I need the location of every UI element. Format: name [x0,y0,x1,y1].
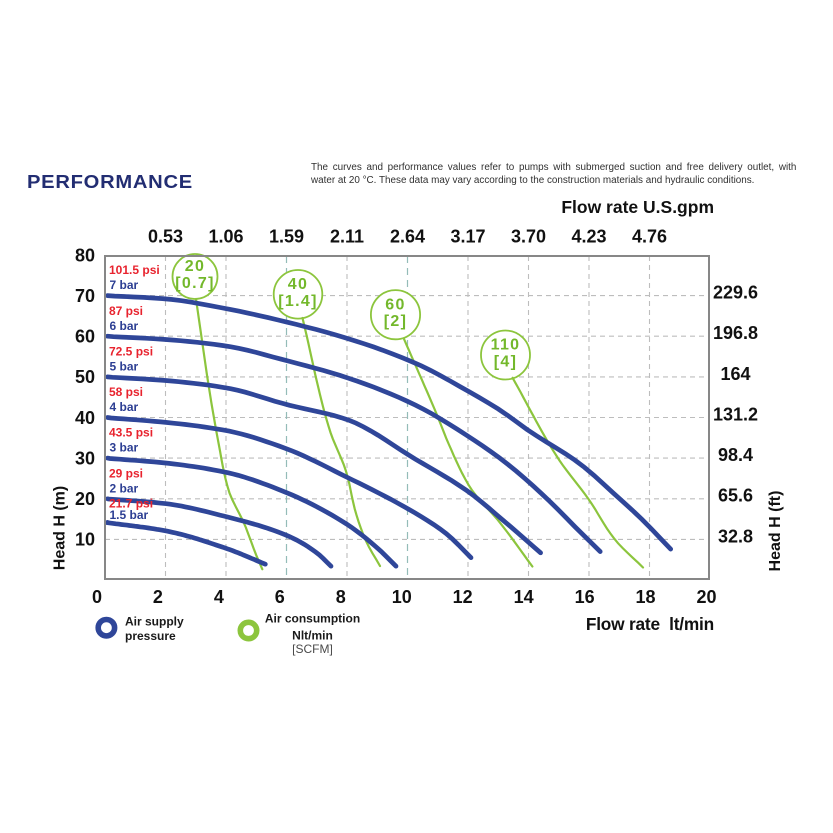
svg-text:pressure: pressure [125,629,176,643]
svg-text:4.23: 4.23 [571,227,606,247]
svg-text:60: 60 [75,327,95,347]
svg-text:20: 20 [185,258,205,275]
svg-text:229.6: 229.6 [713,283,758,303]
svg-text:29 psi: 29 psi [109,466,143,480]
svg-text:Flow rate U.S.gpm: Flow rate U.S.gpm [561,197,714,217]
svg-text:72.5 psi: 72.5 psi [109,345,153,359]
svg-text:12: 12 [453,587,473,607]
svg-text:40: 40 [75,408,95,428]
svg-text:2.64: 2.64 [390,227,425,247]
svg-text:30: 30 [75,448,95,468]
svg-text:40: 40 [288,276,308,293]
svg-text:6: 6 [275,587,285,607]
svg-text:Air supply: Air supply [125,614,184,628]
svg-text:196.8: 196.8 [713,323,758,343]
svg-text:[1.4]: [1.4] [278,293,317,310]
svg-text:10: 10 [75,530,95,550]
svg-text:1.5 bar: 1.5 bar [110,508,149,522]
svg-text:Nlt/min: Nlt/min [292,628,333,642]
svg-text:Head H (ft): Head H (ft) [767,491,784,572]
svg-text:1.06: 1.06 [208,227,243,247]
svg-text:[4]: [4] [494,354,517,371]
svg-text:131.2: 131.2 [713,404,758,424]
svg-text:16: 16 [575,587,595,607]
svg-text:Head H (m): Head H (m) [52,486,69,570]
svg-text:Flow rate lt/min: Flow rate lt/min [586,614,714,634]
svg-text:0.53: 0.53 [148,227,183,247]
svg-text:4 bar: 4 bar [110,400,139,414]
svg-text:2.11: 2.11 [330,227,364,247]
svg-text:1.59: 1.59 [269,227,304,247]
svg-text:98.4: 98.4 [718,445,753,465]
svg-text:0: 0 [92,587,102,607]
svg-text:43.5 psi: 43.5 psi [109,426,153,440]
svg-text:5 bar: 5 bar [110,360,139,374]
svg-text:18: 18 [635,587,655,607]
svg-text:14: 14 [514,587,534,607]
svg-text:Air consumption: Air consumption [265,612,360,626]
svg-text:60: 60 [385,296,405,313]
svg-text:[2]: [2] [384,313,407,330]
svg-text:4: 4 [214,587,224,607]
svg-text:50: 50 [75,367,95,387]
svg-text:21.7 psi: 21.7 psi [109,496,153,510]
svg-text:2: 2 [153,587,163,607]
svg-text:20: 20 [75,489,95,509]
svg-text:87 psi: 87 psi [109,304,143,318]
svg-text:3 bar: 3 bar [110,441,139,455]
svg-text:7 bar: 7 bar [110,278,139,292]
svg-text:[SCFM]: [SCFM] [292,642,333,656]
svg-text:10: 10 [392,587,412,607]
svg-text:3.70: 3.70 [511,227,546,247]
svg-text:32.8: 32.8 [718,526,753,546]
svg-text:164: 164 [720,364,750,384]
svg-text:101.5 psi: 101.5 psi [109,263,160,277]
svg-text:20: 20 [696,587,716,607]
svg-text:65.6: 65.6 [718,486,753,506]
svg-text:80: 80 [75,245,95,265]
svg-text:8: 8 [336,587,346,607]
svg-text:2 bar: 2 bar [110,481,139,495]
svg-text:[0.7]: [0.7] [175,275,214,292]
svg-text:58 psi: 58 psi [109,385,143,399]
svg-text:110: 110 [491,337,521,354]
svg-text:4.76: 4.76 [632,227,667,247]
svg-text:70: 70 [75,286,95,306]
svg-text:6 bar: 6 bar [110,319,139,333]
svg-text:3.17: 3.17 [450,227,485,247]
